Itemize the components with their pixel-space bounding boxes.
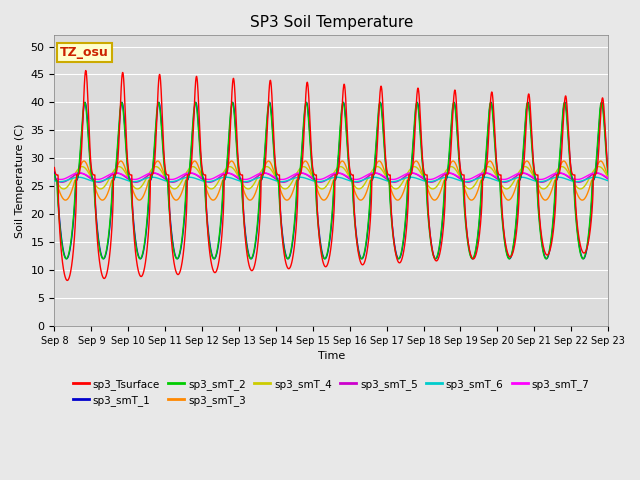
- Y-axis label: Soil Temperature (C): Soil Temperature (C): [15, 123, 25, 238]
- Title: SP3 Soil Temperature: SP3 Soil Temperature: [250, 15, 413, 30]
- Legend: sp3_Tsurface, sp3_smT_1, sp3_smT_2, sp3_smT_3, sp3_smT_4, sp3_smT_5, sp3_smT_6, : sp3_Tsurface, sp3_smT_1, sp3_smT_2, sp3_…: [69, 374, 594, 410]
- X-axis label: Time: Time: [317, 351, 345, 361]
- Text: TZ_osu: TZ_osu: [60, 46, 109, 59]
